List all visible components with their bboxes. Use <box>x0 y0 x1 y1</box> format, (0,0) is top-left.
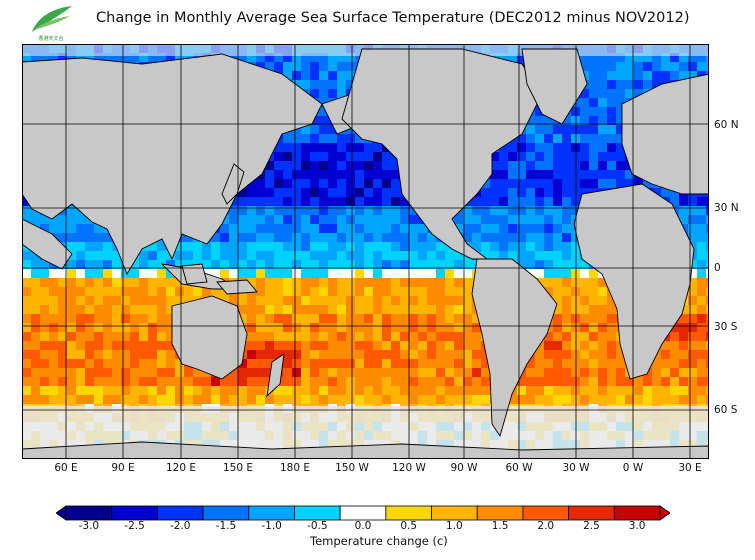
graticule <box>22 44 709 459</box>
colorbar-tick-label: -2.0 <box>169 520 191 532</box>
hko-logo-icon: 香港天文台 <box>32 6 72 42</box>
lon-label-60e: 60 E <box>54 462 78 474</box>
lat-label-60s: 60 S <box>714 404 738 416</box>
logo-text: 香港天文台 <box>38 35 63 42</box>
colorbar-tick-label: 0.0 <box>354 520 372 532</box>
colorbar-swatch <box>522 505 570 521</box>
colorbar-swatch <box>339 505 387 521</box>
colorbar-swatch <box>568 505 615 521</box>
lat-label-60n: 60 N <box>714 119 739 131</box>
lat-label-0: 0 <box>714 262 721 274</box>
land-eurasia-west <box>22 53 323 276</box>
colorbar-swatch <box>385 505 432 521</box>
land-new-guinea <box>216 279 258 295</box>
lon-label-90w: 90 W <box>450 462 478 474</box>
colorbar-swatch <box>65 505 113 521</box>
lon-label-150w: 150 W <box>335 462 369 474</box>
colorbar-tick-label: 2.0 <box>537 520 555 532</box>
land-australia <box>171 295 248 380</box>
land-new-zealand <box>266 353 285 398</box>
colorbar-tick-label: -0.5 <box>307 520 328 532</box>
land-japan <box>221 163 245 205</box>
colorbar-tick-label: 1.0 <box>446 520 463 532</box>
lon-label-120w: 120 W <box>392 462 426 474</box>
colorbar-tick-label: -1.5 <box>215 520 237 532</box>
sst-change-map <box>22 44 709 459</box>
colorbar-tick-label: -2.5 <box>124 520 145 532</box>
colorbar-swatch <box>156 505 204 521</box>
land-layer <box>22 48 709 459</box>
land-europe <box>621 73 709 195</box>
colorbar-swatch <box>202 505 250 521</box>
map-border <box>22 44 709 459</box>
colorbar-tick-label: -3.0 <box>78 520 100 532</box>
colorbar-swatch <box>294 505 341 521</box>
land-arabia-india <box>22 218 73 270</box>
land-antarctica <box>22 441 709 459</box>
colorbar-swatch <box>248 505 295 521</box>
colorbar-swatch <box>613 505 661 521</box>
colorbar-tick-label: -1.0 <box>261 520 282 532</box>
colorbar-title: Temperature change (c) <box>310 534 448 548</box>
land-borneo <box>181 263 208 285</box>
colorbar-tick-label: 1.5 <box>491 520 509 532</box>
colorbar-swatch <box>431 505 478 521</box>
lat-label-30n: 30 N <box>714 202 739 214</box>
colorbar-swatch <box>476 505 524 521</box>
colorbar-min-arrow <box>56 505 67 521</box>
land-africa <box>573 183 695 380</box>
page-title: Change in Monthly Average Sea Surface Te… <box>96 10 690 26</box>
lon-label-120e: 120 E <box>165 462 197 474</box>
lon-label-0w: 0 W <box>622 462 644 474</box>
lat-label-30s: 30 S <box>714 321 738 333</box>
colorbar-max-arrow <box>659 505 670 521</box>
colorbar-tick-label: 3.0 <box>628 520 646 532</box>
colorbar-tick-label: 2.5 <box>583 520 600 532</box>
lon-label-30e: 30 E <box>678 462 702 474</box>
lon-label-60w: 60 W <box>505 462 533 474</box>
colorbar-tick-label: 0.5 <box>400 520 418 532</box>
lon-label-90e: 90 E <box>111 462 135 474</box>
lon-label-180e: 180 E <box>279 462 311 474</box>
land-south-america <box>471 258 558 438</box>
colorbar-swatch <box>111 505 158 521</box>
lon-label-150e: 150 E <box>222 462 254 474</box>
lon-label-30w: 30 W <box>562 462 590 474</box>
colorbar <box>56 505 670 521</box>
